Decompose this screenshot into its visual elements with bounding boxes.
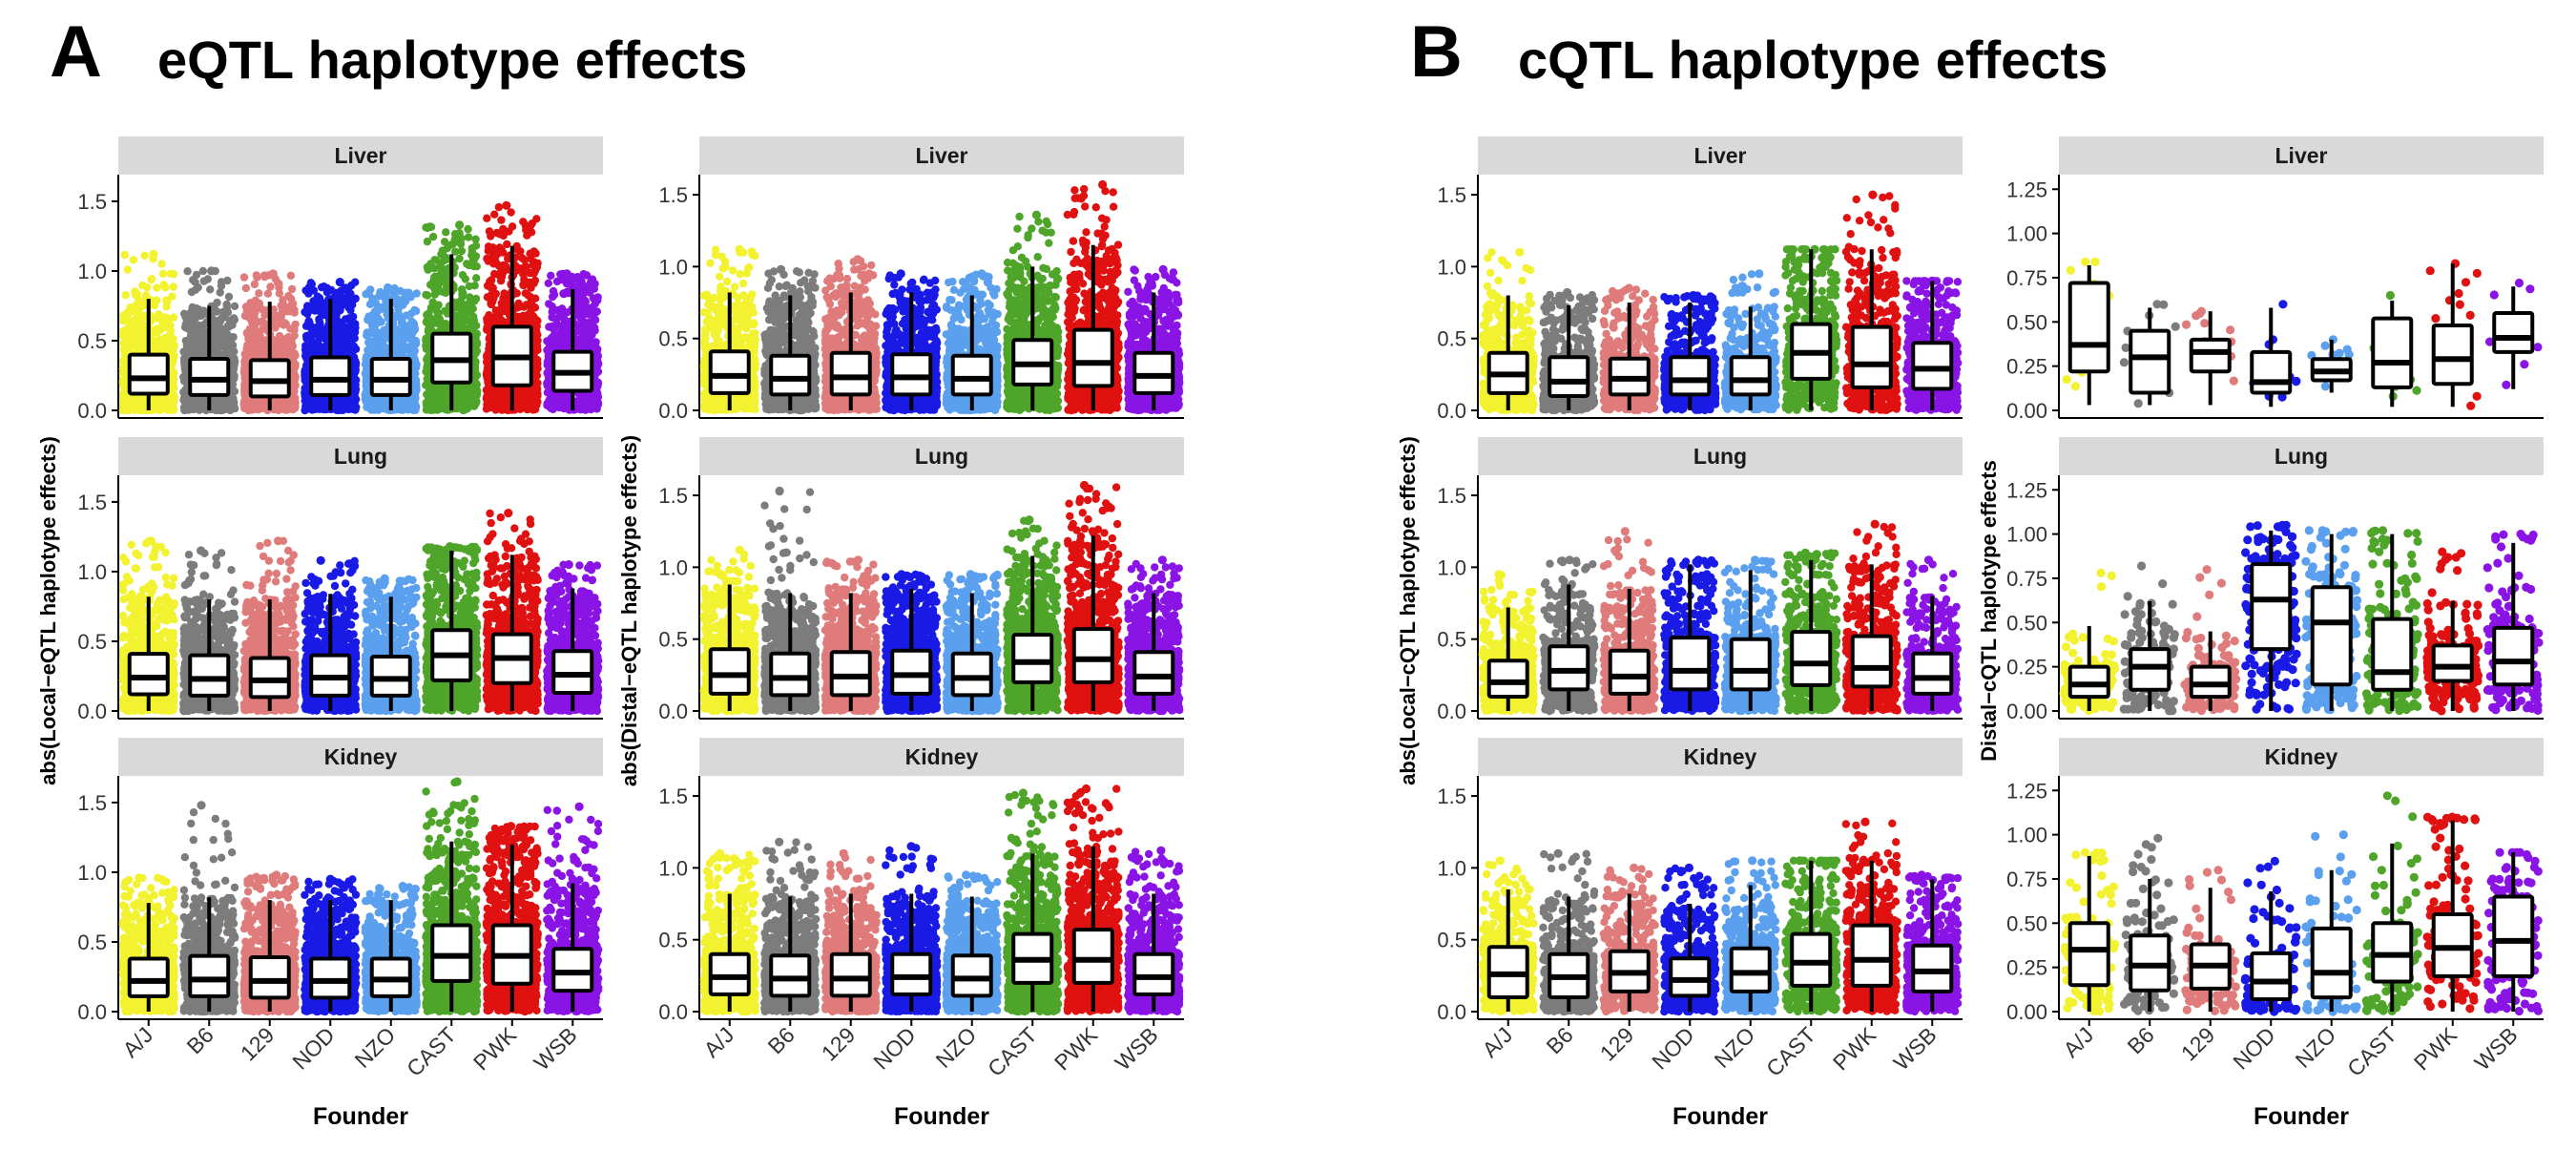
data-point: [195, 330, 202, 338]
panel-a-letter: A: [50, 11, 102, 93]
data-point: [218, 315, 225, 323]
data-point: [230, 354, 238, 362]
data-point-max: [207, 266, 216, 275]
y-tick-label: 1.0: [77, 260, 107, 283]
data-point: [120, 407, 128, 414]
y-tick-label: 0.5: [77, 329, 107, 353]
data-point: [225, 293, 233, 301]
data-point: [193, 304, 200, 312]
data-point: [125, 327, 133, 335]
local-eqtl-facet-liver: Liver 0.0 0.5 1.0 1.5: [77, 136, 603, 423]
data-point: [226, 402, 234, 409]
data-point: [123, 308, 131, 316]
data-point: [181, 324, 189, 331]
data-point: [142, 291, 150, 299]
data-point: [156, 324, 163, 332]
data-point: [223, 303, 231, 311]
data-point: [170, 282, 177, 290]
facet-strip-label: Liver: [335, 143, 387, 168]
data-point: [167, 270, 175, 278]
data-point: [135, 335, 142, 343]
data-point: [133, 301, 140, 308]
box-body: [130, 355, 168, 394]
data-point: [180, 404, 188, 411]
data-point: [130, 256, 137, 263]
panel-a-title: eQTL haplotype effects: [157, 30, 747, 90]
data-point: [152, 400, 159, 408]
data-point: [159, 270, 167, 278]
data-point: [199, 321, 207, 328]
data-point: [170, 313, 177, 321]
data-point: [181, 347, 189, 355]
data-point: [181, 313, 189, 321]
y-tick-label: 1.5: [77, 190, 107, 214]
data-point: [140, 252, 148, 260]
data-point: [124, 265, 132, 273]
data-point: [255, 289, 262, 297]
data-point: [153, 283, 160, 291]
data-point: [204, 275, 212, 282]
data-point: [119, 389, 127, 397]
data-point: [154, 315, 161, 323]
data-point: [123, 336, 131, 344]
data-point: [147, 276, 155, 283]
data-point: [122, 291, 130, 299]
data-point: [170, 395, 177, 403]
data-point: [179, 388, 187, 396]
data-point: [156, 336, 163, 344]
data-point: [121, 251, 129, 259]
data-point: [132, 404, 139, 411]
data-point-max: [149, 250, 157, 259]
data-point: [192, 341, 199, 348]
data-point: [187, 331, 195, 339]
data-point: [224, 322, 232, 329]
panel-b-title: cQTL haplotype effects: [1518, 30, 2108, 90]
data-point: [167, 403, 175, 410]
data-point: [131, 287, 138, 295]
data-point: [193, 405, 200, 412]
data-point: [231, 303, 239, 310]
data-point: [131, 342, 138, 349]
data-point: [192, 279, 199, 286]
data-point: [138, 282, 146, 289]
data-point: [188, 288, 196, 296]
data-point: [164, 322, 172, 329]
data-point: [151, 302, 158, 309]
data-point: [288, 285, 296, 293]
data-point: [167, 342, 175, 349]
data-point: [192, 347, 199, 355]
data-point: [161, 283, 169, 291]
y-tick-label: 0.0: [77, 399, 107, 423]
data-point: [228, 340, 236, 347]
data-point: [193, 271, 200, 279]
data-point: [183, 267, 191, 275]
data-point: [217, 335, 224, 343]
data-point: [163, 298, 171, 305]
local-eqtl-chart: Liver0.00.51.01.5Lung0.00.51.01.5Kidney0…: [36, 136, 603, 1130]
data-point: [133, 320, 140, 327]
data-point: [218, 278, 225, 285]
data-point: [135, 396, 142, 404]
data-point: [206, 285, 214, 293]
data-point: [215, 407, 222, 414]
panel-b-letter: B: [1410, 11, 1463, 93]
data-point: [157, 260, 165, 267]
